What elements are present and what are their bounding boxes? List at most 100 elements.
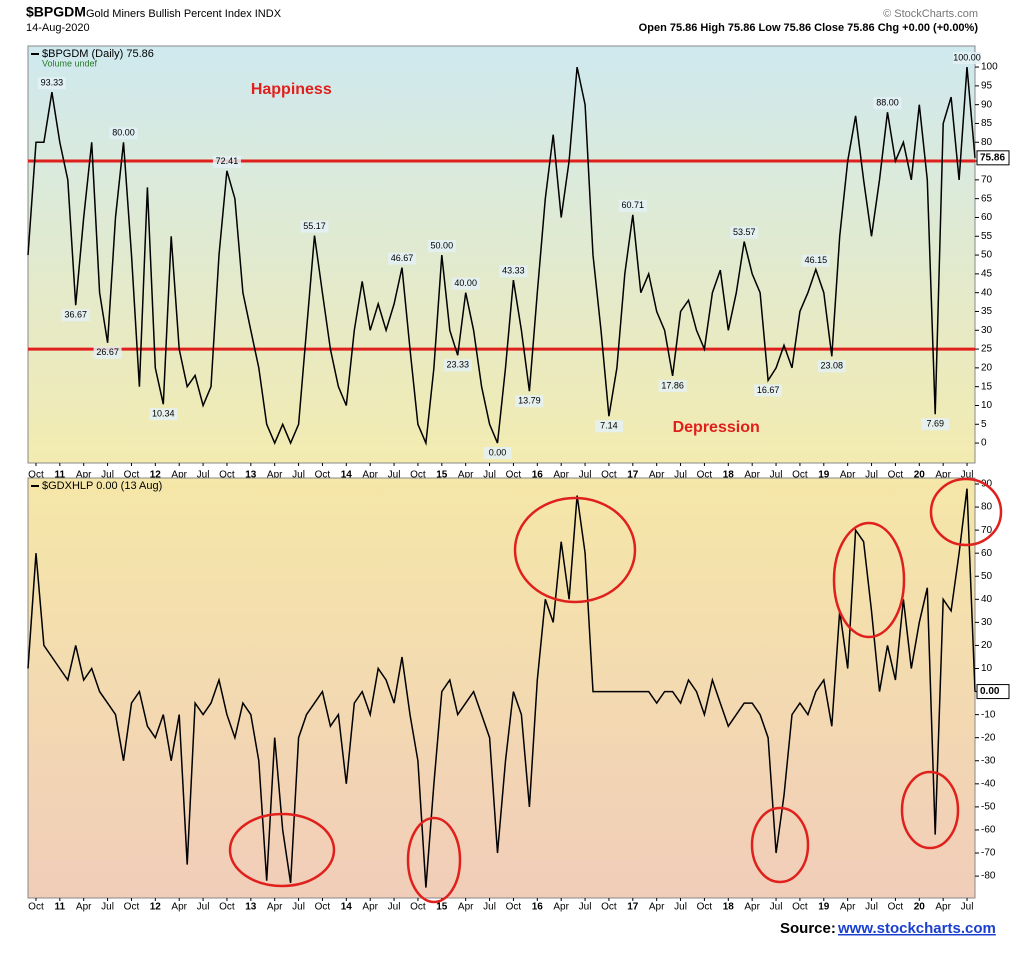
y-tick-label: 50 [981,571,993,582]
index-name: Gold Miners Bullish Percent Index INDX [86,8,282,20]
y-tick-label: 25 [981,344,993,355]
value-label: 16.67 [757,385,780,395]
quote: Open 75.86 High 75.86 Low 75.86 Close 75… [639,22,979,34]
x-tick-label: 14 [341,470,353,481]
value-label-bg [37,77,66,90]
value-label-bg [801,254,830,267]
x-tick-label: Jul [674,470,687,481]
x-tick-label: 15 [436,902,448,913]
x-tick-label: Jul [197,470,210,481]
source-label: Source: [780,920,836,937]
x-tick-label: Jul [579,470,592,481]
x-tick-label: Jul [770,470,783,481]
y-tick-label: 60 [981,212,993,223]
x-tick-label: Oct [315,902,331,913]
x-tick-label: 13 [245,902,257,913]
x-tick-label: 18 [723,470,735,481]
value-label-bg [921,418,950,431]
value-label-bg [109,127,138,140]
value-label: 80.00 [112,128,135,138]
source-link[interactable]: www.stockcharts.com [837,920,996,937]
value-label: 17.86 [661,380,684,390]
y-tick-label: 10 [981,663,993,674]
y-tick-label: 70 [981,175,993,186]
value-label: 88.00 [876,98,899,108]
value-label-bg [658,379,687,392]
y-tick-label: 30 [981,617,993,628]
panel-background [27,477,976,899]
last-value-box [976,150,1010,166]
x-tick-label: Jul [101,470,114,481]
x-tick-label: Apr [458,902,474,913]
y-tick-label: 60 [981,548,993,559]
y-tick-label: -40 [981,778,996,789]
x-tick-label: Oct [601,470,617,481]
x-tick-label: Jul [388,470,401,481]
x-tick-label: Apr [935,470,951,481]
x-tick-label: Oct [888,902,904,913]
value-label-bg [149,408,178,421]
x-tick-label: 11 [55,902,66,913]
x-tick-label: 20 [914,470,926,481]
x-tick-label: Oct [792,470,808,481]
y-tick-label: 90 [981,99,993,110]
circle [406,816,462,904]
value-label: 0.00 [489,447,507,457]
y-tick-label: 40 [981,594,993,605]
highlight-circles [228,477,1003,904]
x-tick-label: Oct [792,902,808,913]
x-tick-label: Apr [553,470,569,481]
value-label: 93.33 [41,78,64,88]
circle [513,496,637,604]
x-tick-label: Apr [76,902,92,913]
x-tick-label: Apr [744,902,760,913]
x-tick-label: Oct [410,470,426,481]
x-tick-label: Apr [362,470,378,481]
value-label-bg [212,155,241,168]
value-label: 43.33 [502,266,525,276]
y-tick-label: -80 [981,871,996,882]
x-tick-label: Apr [935,902,951,913]
x-tick-label: Oct [219,902,235,913]
y-tick-label: 80 [981,502,993,513]
series-line [27,488,976,888]
y-tick-label: 5 [981,419,987,430]
x-tick-label: Apr [649,902,665,913]
x-tick-label: 16 [532,470,544,481]
y-tick-label: 45 [981,269,993,280]
y-tick-label: -70 [981,848,996,859]
value-label: 13.79 [518,396,541,406]
x-tick-label: 13 [245,470,257,481]
y-tick-label: 0 [981,438,987,449]
x-tick-label: Oct [124,902,140,913]
value-label: 60.71 [622,200,645,210]
y-tick-label: 15 [981,381,993,392]
x-tick-label: Jul [961,470,974,481]
x-tick-label: Jul [292,902,305,913]
x-tick-label: 20 [914,902,926,913]
x-tick-label: Oct [601,902,617,913]
x-tick-label: Apr [840,470,856,481]
x-tick-label: Oct [219,470,235,481]
x-tick-label: Jul [770,902,783,913]
y-tick-label: 65 [981,193,993,204]
value-label: 36.67 [64,310,87,320]
value-label: 7.69 [926,419,944,429]
x-tick-label: 19 [818,470,830,481]
x-tick-label: Jul [865,902,878,913]
y-tick-label: 35 [981,306,993,317]
x-tick-label: Jul [961,902,974,913]
circle [750,806,810,884]
value-label-bg [483,447,512,460]
value-label: 72.41 [216,156,239,166]
x-tick-label: Apr [171,470,187,481]
y-tick-label: 40 [981,287,993,298]
x-tick-label: Jul [483,902,496,913]
x-tick-label: 17 [627,470,639,481]
y-tick-label: -30 [981,755,996,766]
value-label: 10.34 [152,409,175,419]
value-label: 50.00 [431,240,454,250]
value-label: 100.00 [953,52,981,62]
y-tick-label: 20 [981,640,993,651]
symbol: $BPGDM [26,4,86,20]
